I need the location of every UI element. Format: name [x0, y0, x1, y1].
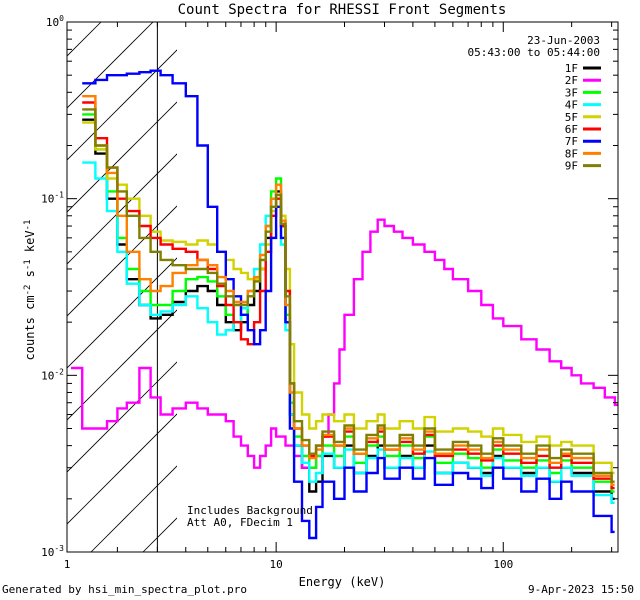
legend-label-8F: 8F: [565, 147, 578, 160]
series-6F-line: [82, 101, 615, 490]
hatch-line: [67, 413, 177, 525]
series-4F-line: [82, 161, 615, 504]
legend-label-1F: 1F: [565, 62, 578, 75]
note-attenuator: Att A0, FDecim 1: [187, 516, 293, 529]
hatch-line: [67, 205, 177, 317]
hatch-line: [67, 22, 102, 57]
y-tick-label: 10-3: [41, 544, 64, 559]
y-tick-label: 10-1: [41, 191, 64, 206]
series-5F-line: [82, 121, 615, 475]
hatch-line: [247, 0, 640, 552]
hatch-line: [67, 257, 177, 369]
hatch-line: [67, 49, 177, 161]
x-axis-ticks: 1 10 100: [64, 22, 613, 571]
x-axis-label: Energy (keV): [299, 575, 386, 589]
date-label: 23-Jun-2003: [527, 34, 600, 47]
chart-title: Count Spectra for RHESSI Front Segments: [178, 2, 507, 18]
note-background: Includes Background: [187, 504, 313, 517]
hatch-line: [67, 22, 154, 109]
legend-label-6F: 6F: [565, 123, 578, 136]
plot-frame: [66, 21, 619, 553]
hatch-line: [67, 101, 177, 213]
legend-label-7F: 7F: [565, 135, 578, 148]
hatch-line: [67, 153, 177, 265]
series-group: [71, 69, 618, 540]
footer-generator: Generated by hsi_min_spectra_plot.pro: [2, 583, 248, 596]
x-tick-label: 100: [493, 558, 513, 571]
series-7F-line: [82, 69, 615, 540]
legend-label-9F: 9F: [565, 160, 578, 173]
y-axis-label: counts cm-2 s-1 keV-1: [23, 220, 37, 361]
legend-label-5F: 5F: [565, 111, 578, 124]
y-tick-label: 100: [46, 14, 64, 29]
shaded-low-energy-region: [67, 0, 640, 552]
legend-label-2F: 2F: [565, 74, 578, 87]
legend-label-3F: 3F: [565, 86, 578, 99]
legend-label-4F: 4F: [565, 99, 578, 112]
x-tick-label: 1: [64, 558, 71, 571]
x-tick-label: 10: [270, 558, 283, 571]
series-3F-line: [82, 113, 615, 493]
footer-timestamp: 9-Apr-2023 15:50: [528, 583, 634, 596]
y-tick-label: 10-2: [41, 367, 64, 382]
series-9F-line: [82, 108, 615, 483]
hatch-line: [67, 361, 177, 473]
time-range-label: 05:43:00 to 05:44:00: [468, 46, 600, 59]
y-axis-ticks: 100 10-1 10-2 10-3: [41, 14, 618, 559]
